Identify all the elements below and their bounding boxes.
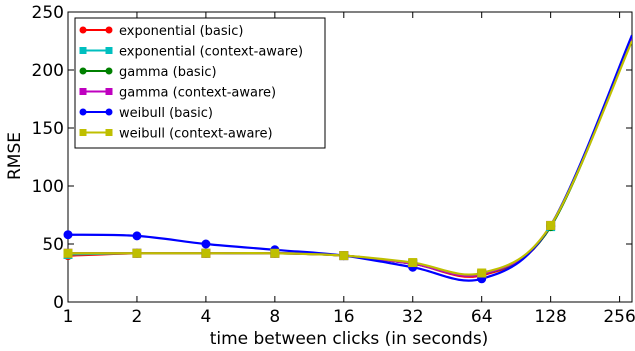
point-weibull-context-aware — [270, 248, 280, 258]
plot-area: 1 2 4 8 16 32 64 128 256 0 50 100 150 200 250 — [32, 3, 635, 327]
legend-marker-weibull-basic — [79, 108, 87, 116]
x-tick-label: 4 — [200, 307, 211, 327]
plot-frame — [67, 11, 633, 303]
point-weibull-context-aware — [408, 258, 418, 268]
y-tick-label: 0 — [53, 293, 64, 313]
x-tick-label: 64 — [471, 307, 493, 327]
legend-label-gamma-context-aware: gamma (context-aware) — [119, 86, 276, 101]
x-tick-label: 8 — [269, 307, 280, 327]
x-tick-label: 32 — [402, 307, 424, 327]
point-weibull-context-aware — [477, 268, 487, 278]
legend-label-weibull-context-aware: weibull (context-aware) — [119, 127, 273, 142]
point-weibull-context-aware — [339, 251, 349, 261]
legend-marker-exponential-context-aware — [79, 47, 87, 54]
x-tick-label: 2 — [132, 307, 143, 327]
x-axis-title: time between clicks (in seconds) — [210, 329, 489, 349]
point-weibull-context-aware — [63, 248, 73, 258]
legend-marker-gamma-basic — [105, 67, 113, 75]
x-tick-label: 256 — [603, 307, 635, 327]
legend-marker-exponential-context-aware — [105, 47, 113, 54]
y-axis-title: RMSE — [5, 132, 25, 180]
legend-marker-gamma-context-aware — [79, 88, 87, 95]
legend-marker-weibull-context-aware — [105, 129, 113, 136]
y-tick-label: 50 — [42, 235, 64, 255]
legend-box — [74, 17, 326, 149]
legend-marker-exponential-basic — [79, 26, 87, 34]
legend: exponential (basic) exponential (context-… — [74, 17, 326, 149]
point-weibull-context-aware — [546, 220, 556, 230]
legend-label-exponential-context-aware: exponential (context-aware) — [119, 45, 303, 60]
legend-marker-weibull-context-aware — [79, 129, 87, 136]
legend-label-weibull-basic: weibull (basic) — [119, 106, 213, 121]
y-tick-label: 200 — [32, 61, 64, 81]
y-tick-label: 100 — [32, 177, 64, 197]
point-weibull-basic — [63, 230, 73, 240]
legend-label-gamma-basic: gamma (basic) — [119, 65, 217, 80]
x-tick-label: 128 — [534, 307, 566, 327]
y-tick-label: 150 — [32, 119, 64, 139]
legend-marker-gamma-context-aware — [105, 88, 113, 95]
legend-label-exponential-basic: exponential (basic) — [119, 24, 243, 39]
point-weibull-context-aware — [132, 248, 142, 258]
series-markers — [63, 220, 556, 284]
point-weibull-basic — [201, 239, 211, 249]
legend-marker-weibull-basic — [105, 108, 113, 116]
legend-marker-exponential-basic — [105, 26, 113, 34]
x-tick-label: 16 — [333, 307, 355, 327]
y-tick-label: 250 — [32, 3, 64, 23]
point-weibull-context-aware — [201, 248, 211, 258]
point-weibull-basic — [132, 231, 142, 241]
legend-marker-gamma-basic — [79, 67, 87, 75]
x-tick-label: 1 — [63, 307, 74, 327]
